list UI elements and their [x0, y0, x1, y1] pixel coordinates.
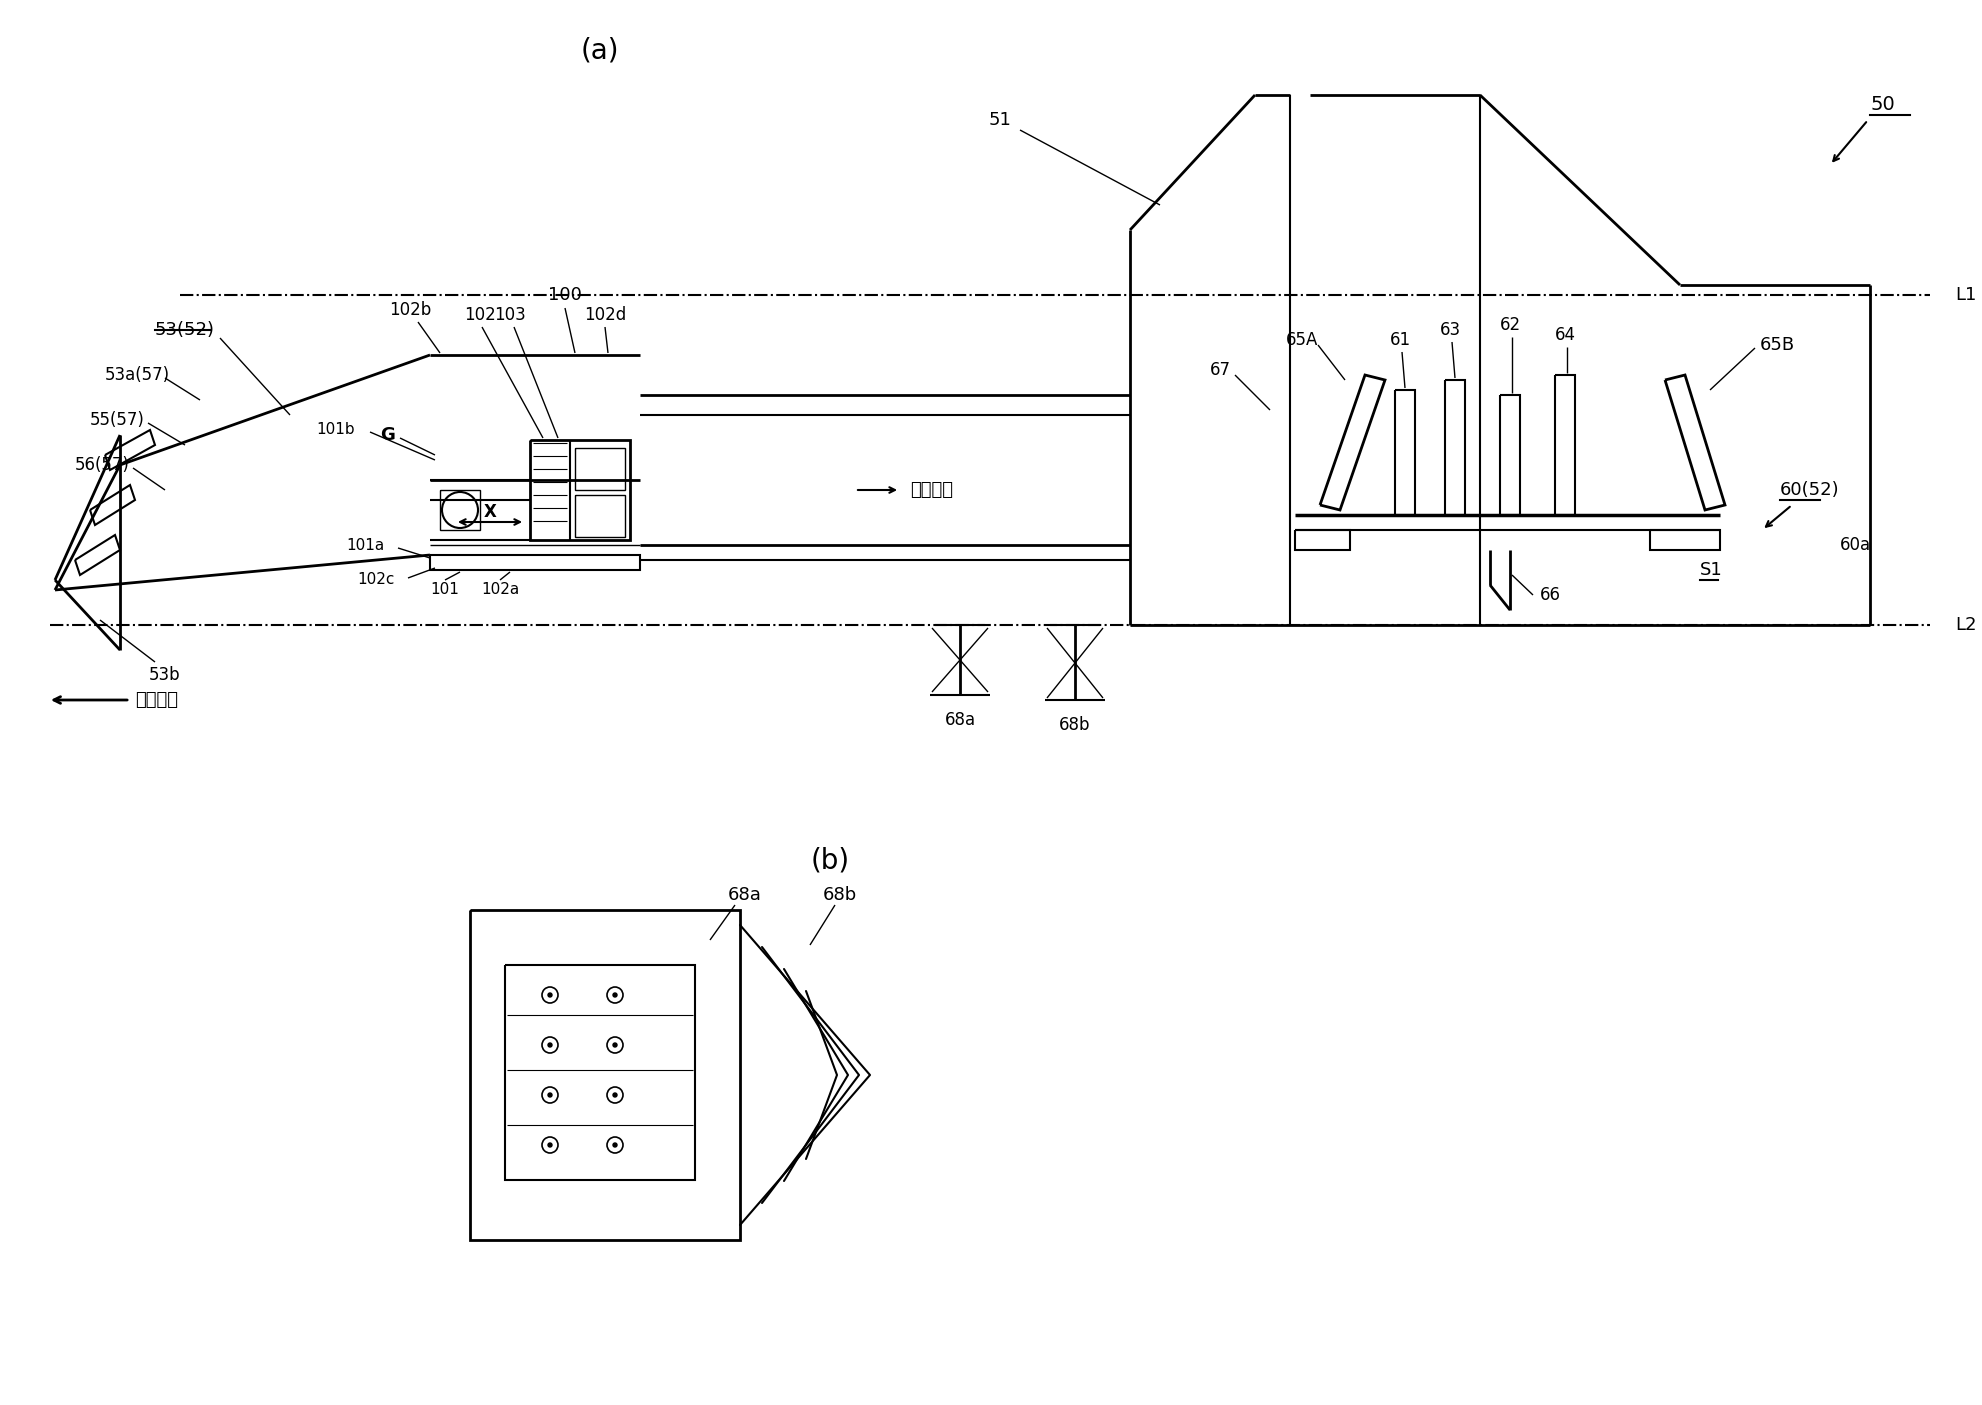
Text: 53(52): 53(52)	[155, 320, 214, 339]
Text: 51: 51	[989, 111, 1011, 129]
Text: 53a(57): 53a(57)	[105, 365, 170, 384]
Circle shape	[547, 1093, 553, 1097]
Text: 68a: 68a	[945, 711, 975, 729]
Circle shape	[612, 1144, 616, 1146]
Text: 62: 62	[1500, 316, 1520, 334]
Text: 101a: 101a	[347, 538, 385, 552]
Text: G: G	[381, 426, 396, 444]
Text: 50: 50	[1869, 96, 1895, 114]
Text: (b): (b)	[811, 846, 850, 874]
Text: 100: 100	[549, 287, 583, 303]
Text: 102: 102	[464, 306, 496, 325]
Text: 68b: 68b	[823, 887, 856, 903]
Circle shape	[547, 993, 553, 998]
Text: 64: 64	[1554, 326, 1576, 344]
Text: 102a: 102a	[482, 583, 519, 597]
Circle shape	[547, 1043, 553, 1047]
Text: 68a: 68a	[727, 887, 761, 903]
Text: 101: 101	[430, 583, 460, 597]
Text: 53b: 53b	[149, 666, 180, 684]
Text: 102b: 102b	[388, 301, 432, 319]
Text: (a): (a)	[581, 37, 618, 65]
Text: 60a: 60a	[1839, 535, 1871, 554]
Text: 65B: 65B	[1760, 336, 1796, 354]
Text: 102c: 102c	[357, 572, 394, 587]
Text: 65A: 65A	[1286, 332, 1318, 348]
Text: 行进方向: 行进方向	[135, 691, 178, 710]
Text: X: X	[484, 503, 496, 521]
Text: 干燥空气: 干燥空气	[910, 481, 953, 499]
Text: S1: S1	[1701, 561, 1722, 579]
Circle shape	[612, 1043, 616, 1047]
Text: 60(52): 60(52)	[1780, 481, 1839, 499]
Circle shape	[612, 993, 616, 998]
Text: 66: 66	[1540, 586, 1562, 604]
Text: 101b: 101b	[317, 423, 355, 437]
Text: 67: 67	[1209, 361, 1231, 379]
Text: 103: 103	[494, 306, 525, 325]
Circle shape	[547, 1144, 553, 1146]
Text: 102d: 102d	[585, 306, 626, 325]
Circle shape	[612, 1093, 616, 1097]
Text: 56(57): 56(57)	[75, 457, 131, 473]
Text: L1: L1	[1954, 287, 1976, 303]
Text: L2: L2	[1954, 615, 1976, 634]
Text: 68b: 68b	[1058, 717, 1090, 733]
Text: 55(57): 55(57)	[89, 412, 145, 429]
Text: 63: 63	[1439, 320, 1461, 339]
Text: 61: 61	[1389, 332, 1411, 348]
